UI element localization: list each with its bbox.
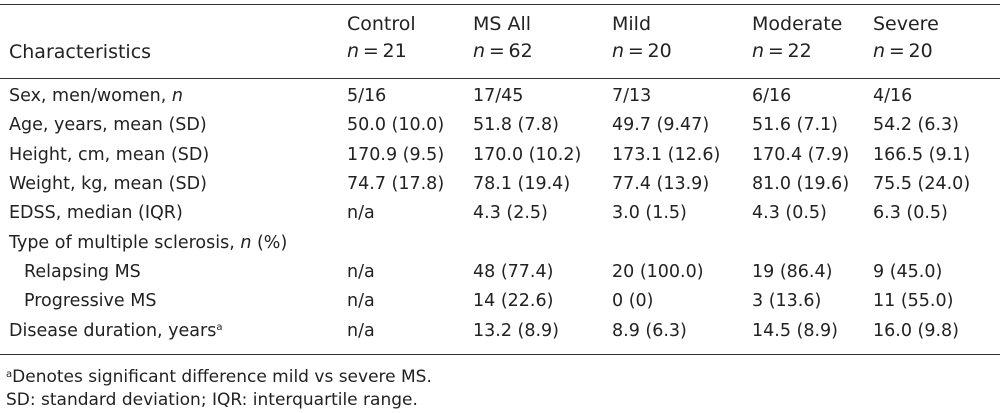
cell-moderate: 170.4 (7.9) — [752, 145, 850, 165]
footnote-a: aDenotes significant difference mild vs … — [6, 366, 432, 388]
cell-moderate: 19 (86.4) — [752, 262, 833, 282]
cell-mild: 8.9 (6.3) — [612, 321, 687, 341]
cell-control: 50.0 (10.0) — [347, 115, 445, 135]
n-value: = 62 — [485, 40, 533, 62]
row-label-text: Type of multiple sclerosis, — [9, 233, 241, 253]
cell-severe: 9 (45.0) — [873, 262, 943, 282]
footnote-marker: a — [216, 322, 223, 333]
cell-mild: 173.1 (12.6) — [612, 145, 721, 165]
cell-ms-all: 48 (77.4) — [473, 262, 554, 282]
n-value: = 22 — [764, 40, 812, 62]
table-row-progressive: Progressive MS n/a 14 (22.6) 0 (0) 3 (13… — [0, 287, 1000, 316]
column-label: Mild — [612, 13, 652, 35]
column-header-ms-all: MS All n = 62 — [473, 12, 533, 76]
cell-control: n/a — [347, 262, 375, 282]
column-label: MS All — [473, 13, 532, 35]
cell-severe: 16.0 (9.8) — [873, 321, 960, 341]
column-header-moderate: Moderate n = 22 — [752, 12, 842, 76]
cell-control: n/a — [347, 321, 375, 341]
cell-control: n/a — [347, 203, 375, 223]
cell-mild: 49.7 (9.47) — [612, 115, 710, 135]
column-label: Moderate — [752, 13, 843, 35]
cell-ms-all: 13.2 (8.9) — [473, 321, 560, 341]
n-symbol: n — [473, 40, 486, 62]
column-n: n = 20 — [873, 38, 939, 65]
cell-severe: 6.3 (0.5) — [873, 203, 948, 223]
cell-mild: 7/13 — [612, 86, 652, 106]
cell-control: 5/16 — [347, 86, 387, 106]
row-label-text: Sex, men/women, — [9, 86, 172, 106]
n-symbol: n — [752, 40, 765, 62]
cell-moderate: 81.0 (19.6) — [752, 174, 850, 194]
row-label: Relapsing MS — [24, 262, 141, 282]
column-header-severe: Severe n = 20 — [873, 12, 939, 76]
row-label: Height, cm, mean (SD) — [9, 145, 210, 165]
cell-control: 170.9 (9.5) — [347, 145, 445, 165]
table-row-sex: Sex, men/women, n 5/16 17/45 7/13 6/16 4… — [0, 82, 1000, 111]
cell-moderate: 6/16 — [752, 86, 792, 106]
cell-moderate: 3 (13.6) — [752, 291, 822, 311]
table-bottom-rule — [0, 354, 1000, 355]
cell-severe: 4/16 — [873, 86, 913, 106]
n-value: = 20 — [885, 40, 933, 62]
row-label-suffix: (%) — [251, 233, 288, 253]
cell-mild: 3.0 (1.5) — [612, 203, 687, 223]
table-row-relapsing: Relapsing MS n/a 48 (77.4) 20 (100.0) 19… — [0, 258, 1000, 287]
column-n: n = 22 — [752, 38, 842, 65]
table-row-ms-type: Type of multiple sclerosis, n (%) — [0, 229, 1000, 258]
table-header-rule — [0, 78, 1000, 79]
cell-moderate: 51.6 (7.1) — [752, 115, 839, 135]
row-label-text: Disease duration, years — [9, 321, 217, 341]
column-header-control: Control n = 21 — [347, 12, 416, 76]
row-label-italic: n — [171, 86, 183, 106]
table-top-rule — [0, 4, 1000, 5]
n-symbol: n — [873, 40, 886, 62]
n-value: = 21 — [359, 40, 407, 62]
row-label: Progressive MS — [24, 291, 157, 311]
column-n: n = 20 — [612, 38, 672, 65]
cell-ms-all: 51.8 (7.8) — [473, 115, 560, 135]
row-label: Weight, kg, mean (SD) — [9, 174, 207, 194]
cell-control: 74.7 (17.8) — [347, 174, 445, 194]
footnote-abbreviations: SD: standard deviation; IQR: interquarti… — [6, 390, 418, 410]
cell-mild: 20 (100.0) — [612, 262, 704, 282]
table-row-weight: Weight, kg, mean (SD) 74.7 (17.8) 78.1 (… — [0, 170, 1000, 199]
cell-severe: 166.5 (9.1) — [873, 145, 971, 165]
footnote-marker: a — [6, 369, 13, 380]
row-label: Sex, men/women, n — [9, 82, 183, 111]
cell-severe: 54.2 (6.3) — [873, 115, 960, 135]
table-row-height: Height, cm, mean (SD) 170.9 (9.5) 170.0 … — [0, 141, 1000, 170]
table-row-edss: EDSS, median (IQR) n/a 4.3 (2.5) 3.0 (1.… — [0, 199, 1000, 228]
column-n: n = 21 — [347, 38, 416, 65]
column-n: n = 62 — [473, 38, 533, 65]
cell-moderate: 14.5 (8.9) — [752, 321, 839, 341]
row-label-italic: n — [240, 233, 252, 253]
cell-mild: 0 (0) — [612, 291, 654, 311]
table-row-disease-duration: Disease duration, yearsa n/a 13.2 (8.9) … — [0, 317, 1000, 346]
characteristics-header: Characteristics — [9, 41, 152, 63]
cell-ms-all: 170.0 (10.2) — [473, 145, 582, 165]
table-row-age: Age, years, mean (SD) 50.0 (10.0) 51.8 (… — [0, 111, 1000, 140]
cell-ms-all: 17/45 — [473, 86, 524, 106]
row-label: EDSS, median (IQR) — [9, 203, 183, 223]
row-label: Type of multiple sclerosis, n (%) — [9, 229, 287, 258]
n-symbol: n — [612, 40, 625, 62]
n-value: = 20 — [624, 40, 672, 62]
cell-control: n/a — [347, 291, 375, 311]
row-label: Disease duration, yearsa — [9, 317, 222, 346]
column-label: Control — [347, 13, 416, 35]
cell-ms-all: 14 (22.6) — [473, 291, 554, 311]
row-label: Age, years, mean (SD) — [9, 115, 207, 135]
cell-ms-all: 4.3 (2.5) — [473, 203, 548, 223]
column-label: Severe — [873, 13, 939, 35]
cell-mild: 77.4 (13.9) — [612, 174, 710, 194]
cell-severe: 11 (55.0) — [873, 291, 954, 311]
n-symbol: n — [347, 40, 360, 62]
footnote-text: Denotes significant difference mild vs s… — [12, 367, 432, 387]
column-header-mild: Mild n = 20 — [612, 12, 672, 76]
cell-moderate: 4.3 (0.5) — [752, 203, 827, 223]
cell-ms-all: 78.1 (19.4) — [473, 174, 571, 194]
cell-severe: 75.5 (24.0) — [873, 174, 971, 194]
